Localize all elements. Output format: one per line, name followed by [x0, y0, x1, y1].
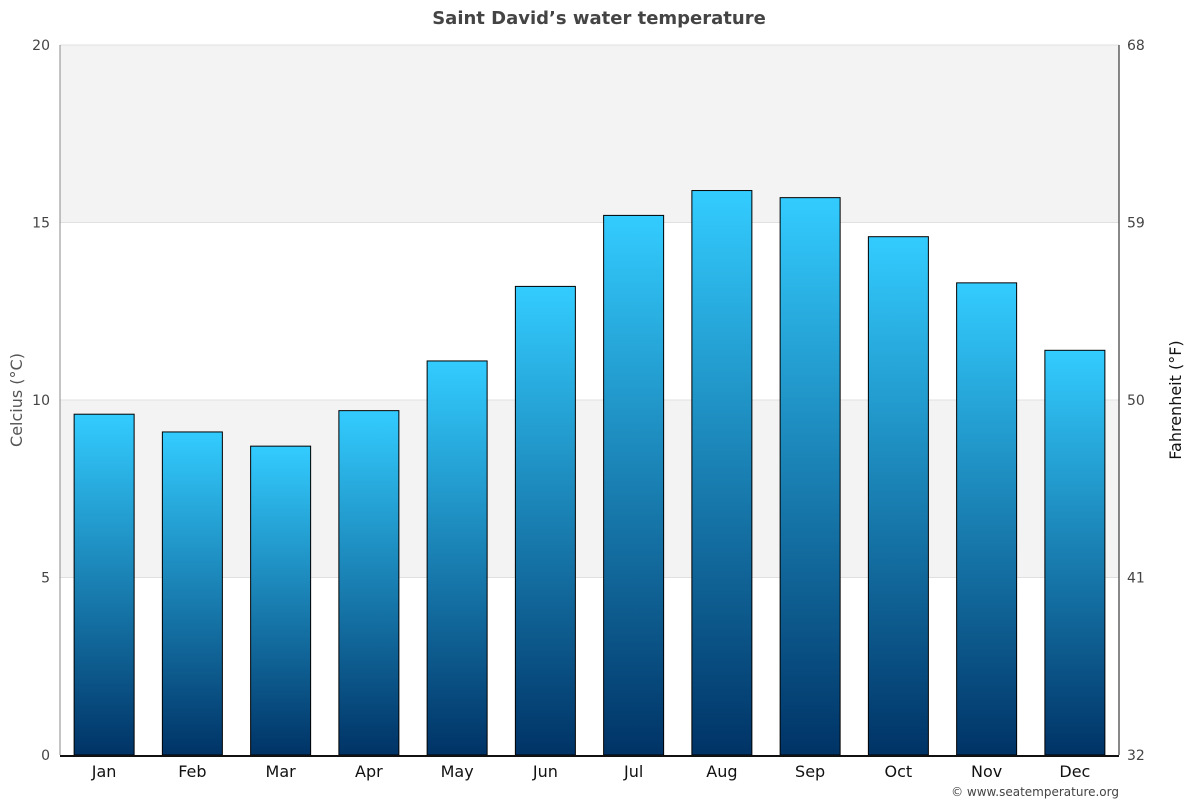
x-tick-label: Sep	[795, 762, 825, 781]
bar-dec[interactable]	[1044, 349, 1106, 756]
chart-title: Saint David’s water temperature	[432, 8, 766, 29]
x-tick-label: Apr	[355, 762, 383, 781]
bar-jun[interactable]	[514, 285, 576, 756]
x-tick-label: Jul	[623, 762, 643, 781]
bar-sep[interactable]	[779, 197, 841, 756]
x-tick-label: Dec	[1059, 762, 1090, 781]
y2-tick-label: 59	[1127, 216, 1145, 232]
bar-aug[interactable]	[691, 190, 753, 756]
bar-jan[interactable]	[73, 413, 135, 756]
y2-axis-label: Fahrenheit (°F)	[1166, 340, 1185, 459]
bar-mar[interactable]	[250, 445, 312, 756]
bar-oct[interactable]	[867, 236, 929, 756]
grid-band	[60, 45, 1119, 223]
y-tick-label: 0	[41, 748, 50, 764]
y2-tick-label: 32	[1127, 748, 1145, 764]
y2-tick-label: 41	[1127, 571, 1145, 587]
bar-jul[interactable]	[603, 214, 665, 756]
x-tick-label: May	[441, 762, 474, 781]
y-axis-label: Celcius (°C)	[7, 353, 26, 447]
footer-credit[interactable]: © www.seatemperature.org	[951, 785, 1119, 799]
x-tick-label: Jan	[91, 762, 117, 781]
x-tick-label: Feb	[178, 762, 206, 781]
y-tick-label: 15	[32, 216, 50, 232]
bar-nov[interactable]	[956, 282, 1018, 756]
x-tick-label: Oct	[885, 762, 913, 781]
y2-tick-label: 68	[1127, 38, 1145, 54]
x-tick-label: Jun	[532, 762, 558, 781]
y-tick-label: 10	[32, 393, 50, 409]
bar-apr[interactable]	[338, 410, 400, 756]
x-tick-label: Mar	[266, 762, 297, 781]
y-tick-label: 20	[32, 38, 50, 54]
x-tick-label: Nov	[971, 762, 1002, 781]
grid-band	[60, 400, 1119, 578]
y2-tick-label: 50	[1127, 393, 1145, 409]
y-tick-label: 5	[41, 571, 50, 587]
x-tick-label: Aug	[706, 762, 737, 781]
bar-feb[interactable]	[161, 431, 223, 756]
bar-may[interactable]	[426, 360, 488, 756]
